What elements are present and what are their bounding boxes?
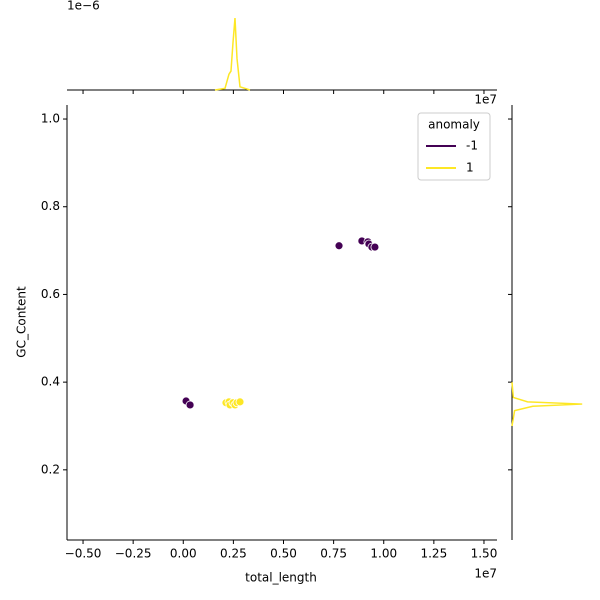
point xyxy=(185,400,195,410)
legend: anomaly -1 1 xyxy=(417,112,491,181)
legend-label: -1 xyxy=(466,139,478,153)
point xyxy=(235,397,245,407)
x-tick-label: 1.50 xyxy=(471,547,498,561)
y-axis-label: GC_Content xyxy=(15,286,29,358)
y-tick-label: 1.0 xyxy=(41,112,60,126)
y-tick-label: 0.8 xyxy=(41,199,60,213)
top-offset-label: 1e−6 xyxy=(67,0,100,13)
legend-label: 1 xyxy=(466,161,474,175)
x-tick-label: 1.25 xyxy=(420,547,447,561)
x-axis-label: total_length xyxy=(245,571,317,585)
x-offset-label-top: 1e7 xyxy=(474,93,497,107)
right-kde xyxy=(511,382,583,427)
y-tick-label: 0.2 xyxy=(41,462,60,476)
x-offset-label: 1e7 xyxy=(474,567,497,581)
x-tick-label: 0.50 xyxy=(270,547,297,561)
point xyxy=(334,241,344,251)
point xyxy=(370,242,380,252)
x-tick-label: 0.75 xyxy=(320,547,347,561)
x-tick-label: 0.25 xyxy=(220,547,247,561)
y-tick-label: 0.6 xyxy=(41,287,60,301)
legend-title: anomaly xyxy=(428,118,480,132)
top-kde xyxy=(214,18,251,91)
x-tick-label: 1.00 xyxy=(370,547,397,561)
y-tick-label: 0.4 xyxy=(41,375,60,389)
x-tick-label: −0.50 xyxy=(65,547,102,561)
x-tick-label: −0.25 xyxy=(115,547,152,561)
x-tick-label: 0.00 xyxy=(170,547,197,561)
